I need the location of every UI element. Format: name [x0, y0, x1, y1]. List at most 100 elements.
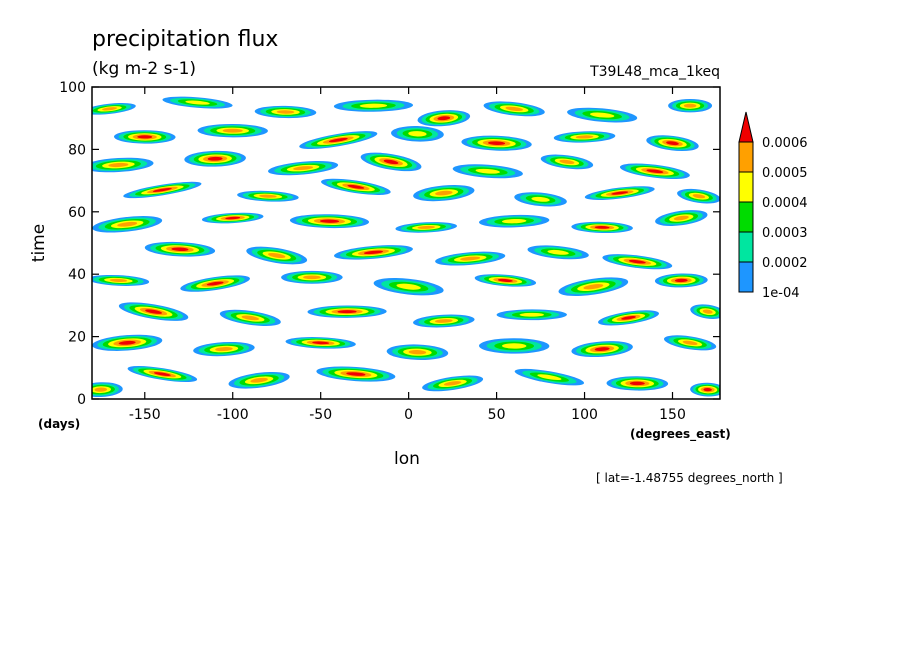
- precip-contour: [683, 103, 697, 108]
- precip-feature: [571, 341, 633, 358]
- precip-contour: [312, 341, 330, 345]
- precip-feature: [677, 188, 720, 204]
- precip-contour: [505, 106, 523, 111]
- precip-contour: [102, 107, 118, 111]
- colorbar-segment: [738, 201, 754, 233]
- precip-feature: [237, 190, 299, 202]
- precip-contour: [611, 191, 629, 195]
- precip-contour: [215, 347, 233, 352]
- precip-feature: [360, 152, 422, 172]
- y-tick-label: 20: [68, 330, 86, 346]
- precip-contour: [359, 103, 388, 108]
- precip-contour: [268, 252, 286, 259]
- precip-feature: [307, 305, 387, 318]
- y-tick-label: 40: [68, 267, 86, 283]
- x-axis: -150 -100 -50 0 50 100 150: [129, 87, 686, 423]
- x-tick-label: -50: [309, 407, 332, 423]
- precip-feature: [558, 277, 629, 297]
- precip-feature: [92, 103, 136, 115]
- precip-feature: [483, 101, 545, 117]
- precip-contour: [537, 374, 562, 381]
- precip-contour: [185, 100, 210, 105]
- precip-contour: [692, 194, 706, 199]
- colorbar-segment: [738, 261, 754, 293]
- precip-contour: [488, 141, 506, 145]
- precip-feature: [113, 130, 176, 144]
- precip-feature: [333, 99, 414, 112]
- colorbar-extend-arrow: [738, 111, 754, 143]
- precip-feature: [92, 157, 154, 173]
- y-tick-label: 0: [77, 392, 86, 408]
- precip-contour: [497, 278, 513, 282]
- colorbar-label: 0.0005: [762, 166, 808, 181]
- precip-contour: [137, 135, 153, 139]
- precip-contour: [703, 387, 712, 392]
- precip-feature: [321, 178, 391, 195]
- precip-contour: [328, 137, 348, 143]
- precip-contour: [241, 315, 260, 321]
- precip-feature: [118, 302, 189, 321]
- precip-feature: [386, 344, 449, 360]
- x-tick-label: -100: [217, 407, 249, 423]
- precip-feature: [553, 131, 616, 143]
- precip-feature: [567, 107, 638, 123]
- precip-feature: [598, 310, 659, 326]
- precip-contour: [629, 381, 645, 386]
- x-axis-units: (degrees_east): [630, 427, 731, 442]
- precip-feature: [92, 216, 163, 233]
- precip-feature: [201, 212, 264, 224]
- precip-contour: [396, 283, 421, 290]
- precip-contour: [682, 340, 698, 345]
- precip-feature: [92, 382, 123, 398]
- colorbar-segment: [738, 141, 754, 173]
- precip-contour: [250, 377, 268, 383]
- colorbar-label: 0.0003: [762, 226, 808, 241]
- precip-contour: [152, 187, 172, 192]
- precip-feature: [197, 123, 268, 138]
- precip-feature: [422, 375, 484, 392]
- precip-feature: [435, 251, 506, 266]
- precip-feature: [474, 274, 537, 287]
- y-tick-label: 100: [59, 80, 86, 96]
- precip-feature: [584, 186, 655, 200]
- x-axis-label: lon: [394, 449, 420, 469]
- precip-contour: [347, 184, 365, 189]
- precip-contour: [531, 196, 550, 202]
- y-axis-label: time: [29, 224, 49, 262]
- y-tick-label: 80: [68, 142, 86, 158]
- colorbar: 1e-04 0.0002 0.0003 0.0004 0.0005 0.0006: [738, 111, 808, 301]
- precip-contour: [408, 131, 427, 137]
- precip-contour: [589, 112, 615, 118]
- precip-feature: [123, 181, 202, 199]
- precip-feature: [316, 366, 396, 382]
- precipitation-field: [92, 96, 720, 398]
- precip-contour: [319, 219, 340, 223]
- run-label: T39L48_mca_1keq: [589, 64, 720, 80]
- precip-contour: [94, 387, 108, 392]
- x-tick-label: 50: [488, 407, 506, 423]
- precip-contour: [303, 275, 321, 280]
- precip-feature: [461, 135, 532, 151]
- x-tick-label: 0: [404, 407, 413, 423]
- precip-contour: [519, 312, 545, 317]
- precip-feature: [144, 241, 216, 257]
- precip-feature: [646, 135, 699, 152]
- precip-feature: [527, 245, 589, 260]
- precip-contour: [628, 259, 646, 264]
- colorbar-label: 0.0006: [762, 136, 808, 151]
- precip-feature: [540, 154, 594, 170]
- precip-contour: [118, 340, 136, 345]
- precip-contour: [171, 247, 189, 252]
- precip-contour: [702, 309, 713, 314]
- precip-contour: [435, 319, 453, 323]
- precip-feature: [162, 96, 233, 109]
- colorbar-label: 0.0002: [762, 256, 808, 271]
- precip-contour: [417, 225, 436, 229]
- precip-contour: [673, 215, 689, 221]
- precip-contour: [437, 116, 451, 121]
- precip-feature: [127, 366, 198, 383]
- x-tick-label: 150: [659, 407, 686, 423]
- precip-feature: [690, 382, 720, 397]
- precip-feature: [668, 99, 713, 113]
- precip-feature: [417, 110, 471, 127]
